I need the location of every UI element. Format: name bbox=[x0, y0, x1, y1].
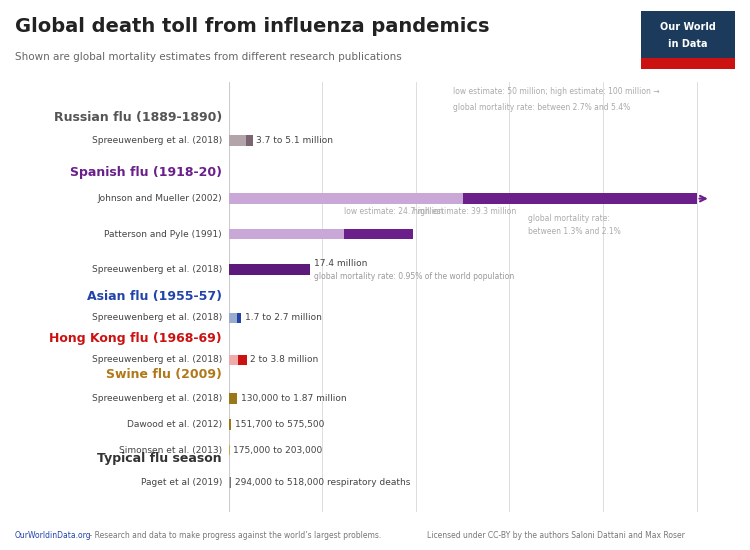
Text: OurWorldinData.org: OurWorldinData.org bbox=[15, 531, 92, 540]
Bar bbox=[230, 419, 232, 430]
Text: Dawood et al. (2012): Dawood et al. (2012) bbox=[127, 420, 222, 429]
Text: Patterson and Pyle (1991): Patterson and Pyle (1991) bbox=[104, 229, 222, 239]
Text: 175,000 to 203,000: 175,000 to 203,000 bbox=[233, 446, 322, 455]
Bar bbox=[238, 355, 247, 365]
Bar bbox=[344, 229, 412, 239]
Bar bbox=[230, 393, 238, 404]
Text: Simonsen et al. (2013): Simonsen et al. (2013) bbox=[118, 446, 222, 455]
Text: 3.7 to 5.1 million: 3.7 to 5.1 million bbox=[256, 136, 333, 145]
Text: global mortality rate: 0.95% of the world population: global mortality rate: 0.95% of the worl… bbox=[314, 272, 514, 280]
Bar bbox=[229, 229, 344, 239]
Text: 17.4 million: 17.4 million bbox=[314, 258, 368, 268]
Text: 2 to 3.8 million: 2 to 3.8 million bbox=[251, 355, 319, 365]
Bar bbox=[229, 445, 230, 455]
Bar bbox=[229, 355, 238, 365]
Text: global mortality rate:: global mortality rate: bbox=[528, 214, 610, 223]
Text: low estimate: 50 million; high estimate: 100 million →: low estimate: 50 million; high estimate:… bbox=[453, 87, 660, 96]
Text: Swine flu (2009): Swine flu (2009) bbox=[106, 368, 222, 381]
Text: Global death toll from influenza pandemics: Global death toll from influenza pandemi… bbox=[15, 16, 490, 36]
Text: Johnson and Mueller (2002): Johnson and Mueller (2002) bbox=[98, 194, 222, 203]
Text: in Data: in Data bbox=[668, 40, 708, 49]
Text: 1.7 to 2.7 million: 1.7 to 2.7 million bbox=[245, 314, 322, 322]
Text: global mortality rate: between 2.7% and 5.4%: global mortality rate: between 2.7% and … bbox=[453, 103, 631, 112]
Text: Paget et al (2019): Paget et al (2019) bbox=[140, 478, 222, 487]
Text: 130,000 to 1.87 million: 130,000 to 1.87 million bbox=[242, 394, 346, 403]
Text: Asian flu (1955-57): Asian flu (1955-57) bbox=[87, 290, 222, 304]
Text: Typical flu season: Typical flu season bbox=[98, 452, 222, 465]
Text: low estimate: 24.7 million: low estimate: 24.7 million bbox=[344, 207, 444, 216]
Text: between 1.3% and 2.1%: between 1.3% and 2.1% bbox=[528, 227, 621, 236]
Bar bbox=[463, 194, 697, 204]
Text: Spreeuwenberg et al. (2018): Spreeuwenberg et al. (2018) bbox=[92, 314, 222, 322]
Text: Spreeuwenberg et al. (2018): Spreeuwenberg et al. (2018) bbox=[92, 394, 222, 403]
Text: Spreeuwenberg et al. (2018): Spreeuwenberg et al. (2018) bbox=[92, 136, 222, 145]
Text: Spanish flu (1918-20): Spanish flu (1918-20) bbox=[70, 166, 222, 179]
Text: Hong Kong flu (1968-69): Hong Kong flu (1968-69) bbox=[50, 332, 222, 345]
Text: Licensed under CC-BY by the authors Saloni Dattani and Max Roser: Licensed under CC-BY by the authors Salo… bbox=[427, 531, 686, 540]
Text: 151,700 to 575,500: 151,700 to 575,500 bbox=[236, 420, 325, 429]
Bar bbox=[229, 194, 463, 204]
Bar bbox=[230, 477, 231, 488]
Text: Spreeuwenberg et al. (2018): Spreeuwenberg et al. (2018) bbox=[92, 355, 222, 365]
Bar bbox=[641, 58, 735, 69]
Text: 294,000 to 518,000 respiratory deaths: 294,000 to 518,000 respiratory deaths bbox=[235, 478, 410, 487]
Bar bbox=[237, 313, 242, 323]
Text: Our World: Our World bbox=[660, 22, 716, 32]
Bar bbox=[246, 135, 253, 146]
Text: high estimate: 39.3 million: high estimate: 39.3 million bbox=[413, 207, 516, 216]
Bar bbox=[229, 135, 246, 146]
Text: Shown are global mortality estimates from different research publications: Shown are global mortality estimates fro… bbox=[15, 52, 402, 62]
Bar bbox=[229, 313, 237, 323]
Text: – Research and data to make progress against the world’s largest problems.: – Research and data to make progress aga… bbox=[86, 531, 382, 540]
Text: Spreeuwenberg et al. (2018): Spreeuwenberg et al. (2018) bbox=[92, 265, 222, 274]
Bar bbox=[229, 265, 310, 275]
Text: Russian flu (1889-1890): Russian flu (1889-1890) bbox=[54, 112, 222, 124]
Bar bbox=[229, 477, 230, 488]
